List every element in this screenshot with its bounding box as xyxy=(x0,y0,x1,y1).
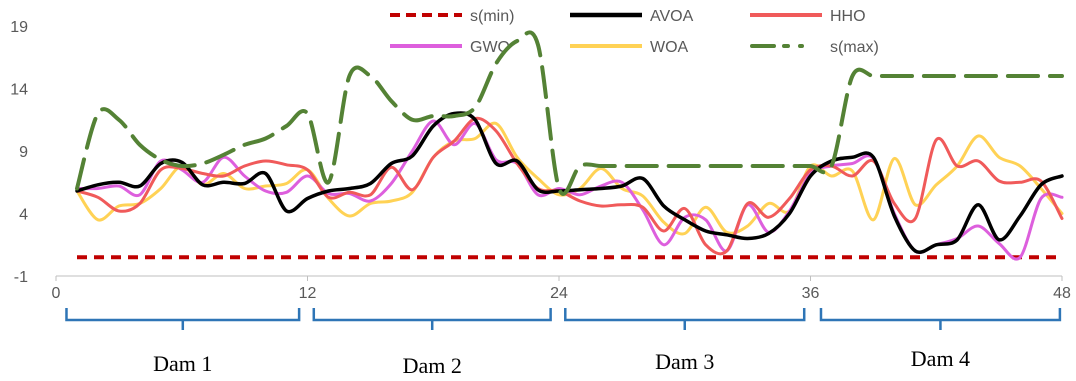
x-tick-label: 0 xyxy=(52,285,61,302)
legend: s(min) AVOA HHO GWO WOA s(max) xyxy=(390,8,879,56)
group-label: Dam 1 xyxy=(153,351,212,376)
series-line-avoa xyxy=(75,111,1064,254)
group-bracket xyxy=(819,308,1062,330)
x-tick-label: 24 xyxy=(550,285,568,302)
plot-area xyxy=(75,30,1064,261)
y-tick-label: 14 xyxy=(10,82,28,99)
group-bracket xyxy=(312,308,552,330)
legend-label-woa: WOA xyxy=(650,39,689,56)
y-tick-label: 19 xyxy=(10,19,28,36)
group-bracket xyxy=(65,308,301,330)
y-tick-label: 4 xyxy=(19,207,28,224)
legend-label-hho: HHO xyxy=(830,8,866,25)
series-line-s-max xyxy=(75,30,1064,196)
x-tick-label: 48 xyxy=(1053,285,1071,302)
legend-label-s-min: s(min) xyxy=(470,8,514,25)
legend-label-s-max: s(max) xyxy=(830,39,879,56)
x-tick-label: 36 xyxy=(802,285,820,302)
group-label: Dam 4 xyxy=(911,346,970,371)
group-bracket xyxy=(564,308,806,330)
x-tick-label: 12 xyxy=(299,285,317,302)
legend-label-gwo: GWO xyxy=(470,39,510,56)
group-label: Dam 2 xyxy=(403,353,462,378)
series-line-woa xyxy=(75,121,1064,236)
y-tick-label: -1 xyxy=(14,269,28,286)
x-axis: 0 12 24 36 48 xyxy=(52,275,1071,302)
group-label: Dam 3 xyxy=(655,349,714,374)
y-tick-label: 9 xyxy=(19,144,28,161)
dam-groups: Dam 1 Dam 2 Dam 3 Dam 4 xyxy=(65,308,1062,378)
series-line-hho xyxy=(75,116,1064,256)
legend-label-avoa: AVOA xyxy=(650,8,694,25)
y-axis-ticks: -1 4 9 14 19 xyxy=(10,19,28,286)
